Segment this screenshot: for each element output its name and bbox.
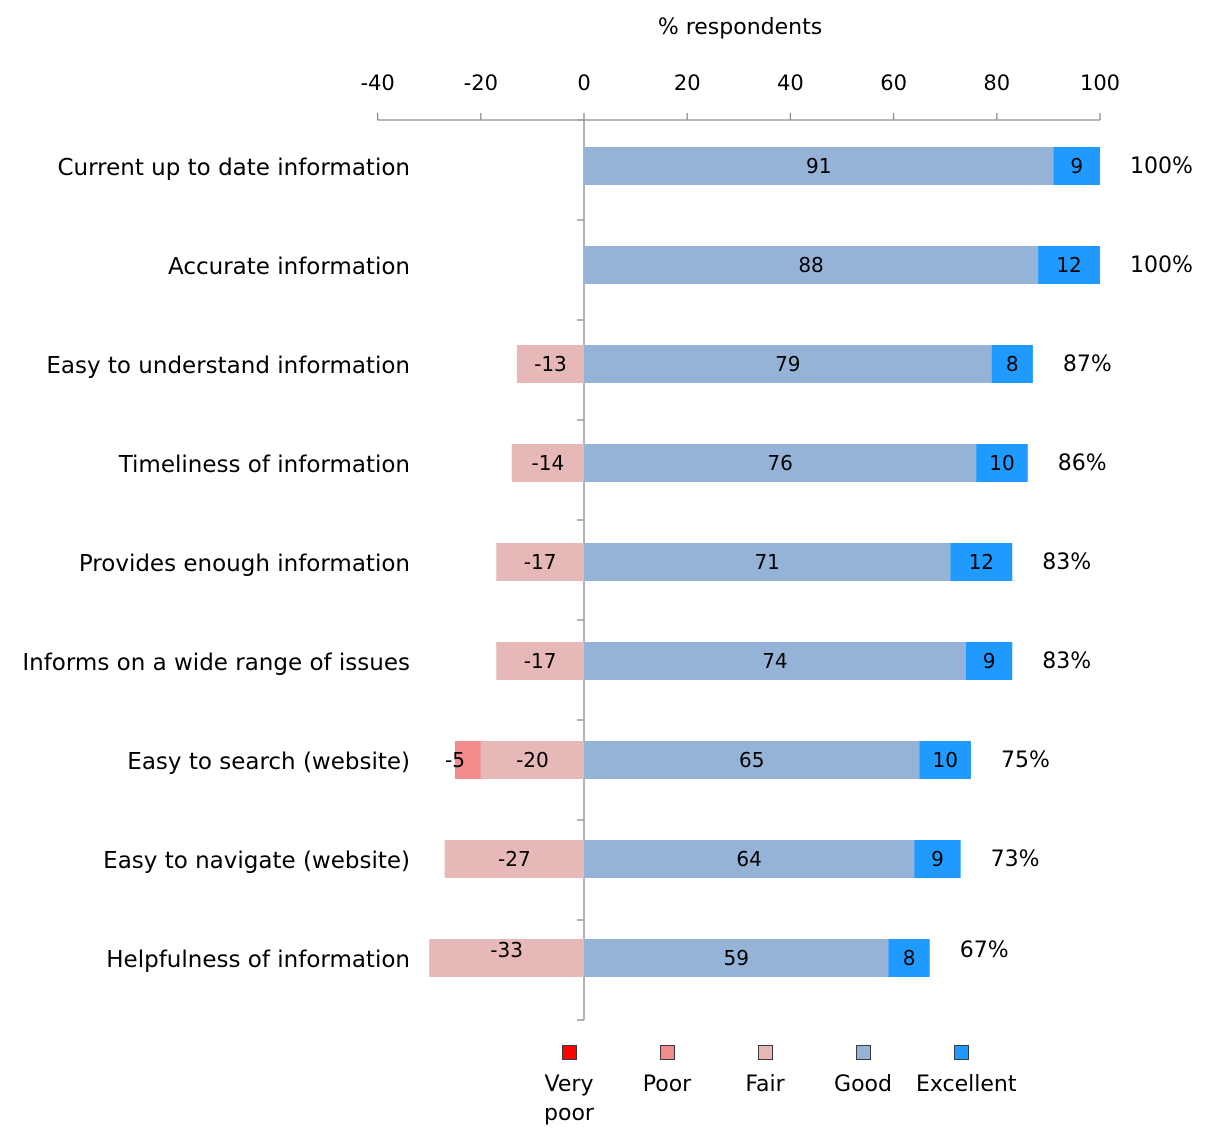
x-tick-label: 20 bbox=[674, 71, 701, 95]
total-label: 75% bbox=[1001, 748, 1050, 773]
total-label: 83% bbox=[1042, 649, 1091, 674]
x-axis-title: % respondents bbox=[658, 15, 822, 40]
total-label: 100% bbox=[1130, 154, 1193, 179]
category-label: Informs on a wide range of issues bbox=[22, 650, 410, 676]
legend-swatch bbox=[758, 1045, 773, 1060]
legend-label: Excellent bbox=[916, 1070, 1006, 1099]
legend-label: Very poor bbox=[524, 1070, 614, 1128]
legend-swatch bbox=[660, 1045, 675, 1060]
x-tick-label: -20 bbox=[464, 71, 498, 95]
x-tick-label: -40 bbox=[360, 71, 394, 95]
category-label: Accurate information bbox=[168, 254, 410, 280]
total-label: 73% bbox=[991, 847, 1040, 872]
x-tick-label: 80 bbox=[983, 71, 1010, 95]
legend-label: Good bbox=[834, 1070, 892, 1099]
x-tick-label: 0 bbox=[577, 71, 590, 95]
legend-label: Poor bbox=[643, 1070, 691, 1099]
fair-value-label: -14 bbox=[532, 451, 565, 475]
excellent-value-label: 10 bbox=[989, 451, 1014, 475]
category-label: Helpfulness of information bbox=[106, 947, 410, 973]
total-label: 67% bbox=[960, 938, 1009, 963]
legend-swatch bbox=[856, 1045, 871, 1060]
legend-item: Very poor bbox=[520, 1040, 618, 1128]
fair-value-label: -17 bbox=[524, 649, 557, 673]
x-tick-label: 40 bbox=[777, 71, 804, 95]
good-value-label: 88 bbox=[798, 253, 823, 277]
category-label: Current up to date information bbox=[57, 155, 410, 181]
total-label: 83% bbox=[1042, 550, 1091, 575]
x-tick-label: 100 bbox=[1080, 71, 1120, 95]
excellent-value-label: 9 bbox=[983, 649, 996, 673]
good-value-label: 79 bbox=[775, 352, 800, 376]
fair-value-label: -27 bbox=[498, 847, 531, 871]
excellent-value-label: 12 bbox=[1056, 253, 1081, 277]
x-tick-label: 60 bbox=[880, 71, 907, 95]
poor-value-label: -5 bbox=[445, 748, 465, 772]
total-label: 100% bbox=[1130, 253, 1193, 278]
legend-label: Fair bbox=[745, 1070, 784, 1099]
category-label: Timeliness of information bbox=[118, 452, 410, 478]
excellent-value-label: 8 bbox=[903, 946, 916, 970]
good-value-label: 59 bbox=[723, 946, 748, 970]
excellent-value-label: 9 bbox=[931, 847, 944, 871]
excellent-value-label: 12 bbox=[969, 550, 994, 574]
category-label: Easy to search (website) bbox=[127, 749, 410, 775]
fair-value-label: -33 bbox=[490, 938, 523, 962]
fair-value-label: -13 bbox=[534, 352, 567, 376]
excellent-value-label: 10 bbox=[932, 748, 957, 772]
legend-item: Good bbox=[814, 1040, 912, 1128]
legend-swatch bbox=[562, 1045, 577, 1060]
total-label: 87% bbox=[1063, 352, 1112, 377]
category-label: Easy to navigate (website) bbox=[103, 848, 410, 874]
legend: Very poor Poor Fair Good Excellent bbox=[520, 1040, 1010, 1128]
total-label: 86% bbox=[1058, 451, 1107, 476]
legend-swatch bbox=[954, 1045, 969, 1060]
good-value-label: 76 bbox=[767, 451, 792, 475]
fair-value-label: -17 bbox=[524, 550, 557, 574]
good-value-label: 65 bbox=[739, 748, 764, 772]
good-value-label: 71 bbox=[754, 550, 779, 574]
legend-item: Poor bbox=[618, 1040, 716, 1128]
excellent-value-label: 8 bbox=[1006, 352, 1019, 376]
good-value-label: 64 bbox=[736, 847, 761, 871]
category-label: Provides enough information bbox=[79, 551, 410, 577]
category-label: Easy to understand information bbox=[46, 353, 410, 379]
fair-value-label: -20 bbox=[516, 748, 549, 772]
excellent-value-label: 9 bbox=[1070, 154, 1083, 178]
good-value-label: 74 bbox=[762, 649, 787, 673]
legend-item: Excellent bbox=[912, 1040, 1010, 1128]
legend-item: Fair bbox=[716, 1040, 814, 1128]
good-value-label: 91 bbox=[806, 154, 831, 178]
